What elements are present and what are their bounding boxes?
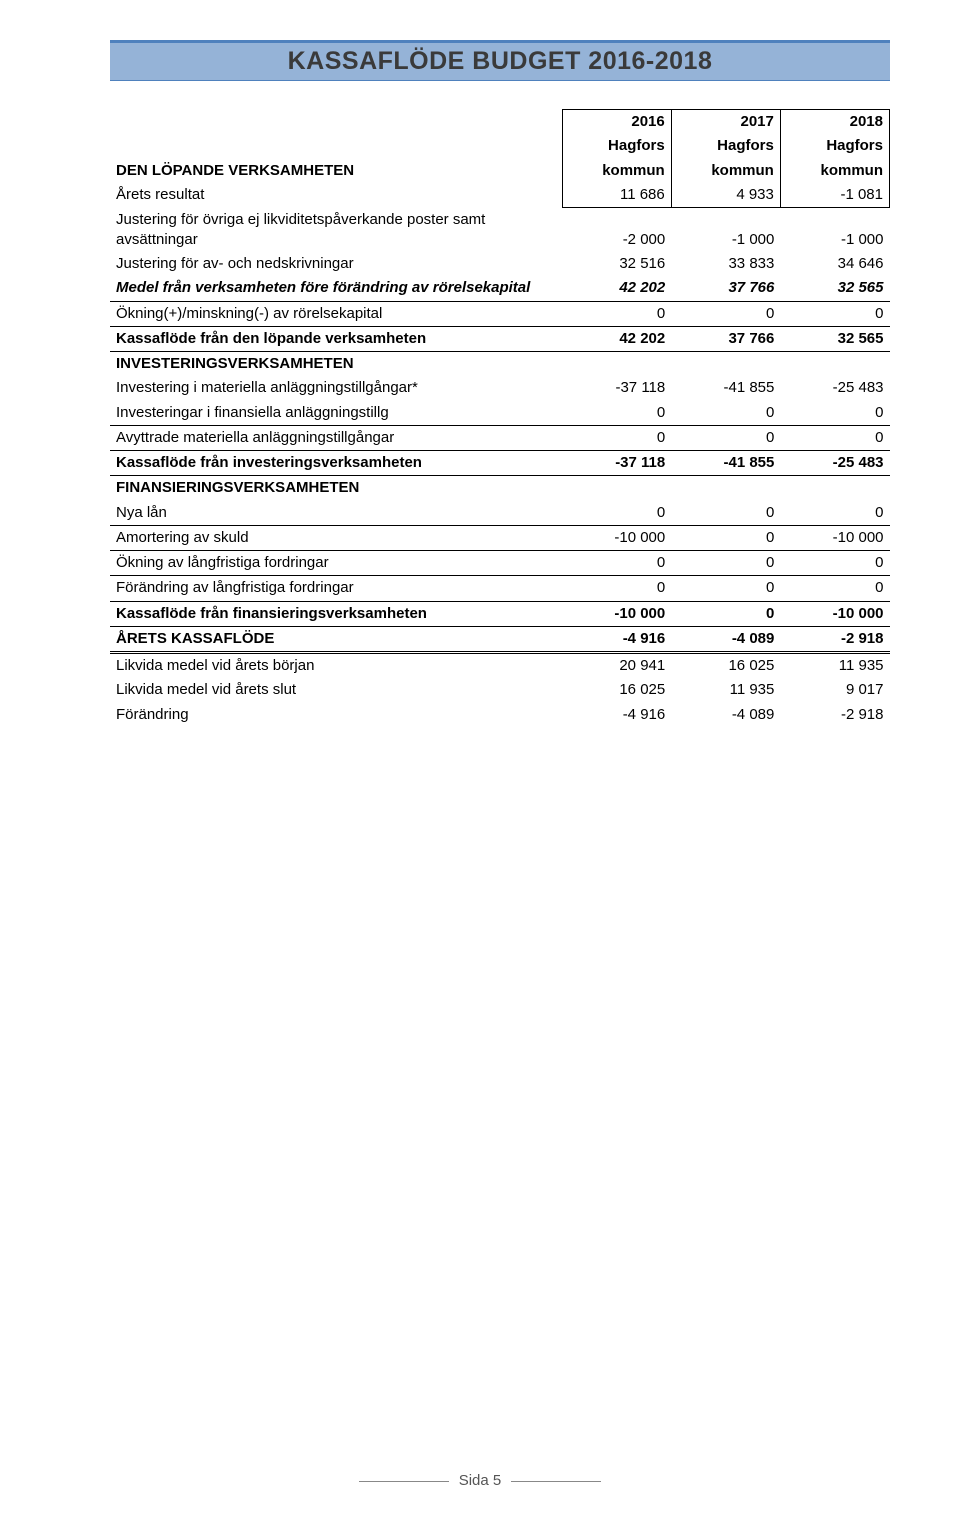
cell: 34 646 — [780, 252, 889, 276]
cell: 0 — [780, 551, 889, 576]
cell: 32 516 — [562, 252, 671, 276]
row-label: Årets resultat — [110, 183, 562, 208]
cell: 0 — [780, 576, 889, 601]
cell: -2 918 — [780, 626, 889, 652]
row-label: Likvida medel vid årets början — [110, 653, 562, 679]
page-title: KASSAFLÖDE BUDGET 2016-2018 — [118, 47, 882, 76]
cell: 42 202 — [562, 326, 671, 351]
cell: 0 — [562, 551, 671, 576]
cell: 0 — [562, 576, 671, 601]
row-label: Ökning av långfristiga fordringar — [110, 551, 562, 576]
row-label: Kassaflöde från den löpande verksamheten — [110, 326, 562, 351]
row-label: Ökning(+)/minskning(-) av rörelsekapital — [110, 301, 562, 326]
cell: 0 — [671, 301, 780, 326]
cell: 11 935 — [671, 678, 780, 702]
cell: -25 483 — [780, 376, 889, 400]
cell: 4 933 — [671, 183, 780, 208]
col-year-2016: 2016 — [562, 110, 671, 135]
cell: 20 941 — [562, 653, 671, 679]
cell: -4 089 — [671, 626, 780, 652]
cell: -4 916 — [562, 626, 671, 652]
cell: -2 918 — [780, 703, 889, 727]
cell: 0 — [671, 501, 780, 526]
row-label: Förändring av långfristiga fordringar — [110, 576, 562, 601]
cell: 0 — [780, 501, 889, 526]
col-entity: Hagfors — [780, 134, 889, 158]
row-label: Amortering av skuld — [110, 525, 562, 550]
row-label: Likvida medel vid årets slut — [110, 678, 562, 702]
cell: 0 — [562, 425, 671, 450]
cell: -10 000 — [780, 601, 889, 626]
col-entity: Hagfors — [671, 134, 780, 158]
cell: 0 — [671, 401, 780, 426]
cell: 16 025 — [671, 653, 780, 679]
row-label: Förändring — [110, 703, 562, 727]
row-label: Justering för övriga ej likviditetspåver… — [110, 208, 562, 253]
cell: 9 017 — [780, 678, 889, 702]
cell: 37 766 — [671, 326, 780, 351]
cell: 11 935 — [780, 653, 889, 679]
cell: 0 — [671, 425, 780, 450]
cell: 0 — [780, 301, 889, 326]
section-heading-investing: INVESTERINGSVERKSAMHETEN — [110, 352, 562, 377]
cashflow-table: 2016 2017 2018 Hagfors Hagfors Hagfors D… — [110, 109, 890, 727]
col-unit: kommun — [780, 159, 889, 183]
cell: 0 — [671, 551, 780, 576]
row-label: Kassaflöde från finansieringsverksamhete… — [110, 601, 562, 626]
cell: -10 000 — [780, 525, 889, 550]
cell: 16 025 — [562, 678, 671, 702]
cell: 0 — [671, 576, 780, 601]
row-label-total: ÅRETS KASSAFLÖDE — [110, 626, 562, 652]
cell: -1 000 — [780, 208, 889, 253]
cell: -41 855 — [671, 451, 780, 476]
row-label: Medel från verksamheten före förändring … — [110, 276, 562, 301]
cell: -1 000 — [671, 208, 780, 253]
cell: -37 118 — [562, 451, 671, 476]
cell: -25 483 — [780, 451, 889, 476]
col-year-2017: 2017 — [671, 110, 780, 135]
cell: 0 — [562, 501, 671, 526]
cell: -4 089 — [671, 703, 780, 727]
cell: 42 202 — [562, 276, 671, 301]
cell: 0 — [671, 601, 780, 626]
page-number: Sida 5 — [459, 1472, 502, 1489]
page-footer: Sida 5 — [0, 1472, 960, 1489]
row-label: Investering i materiella anläggningstill… — [110, 376, 562, 400]
cell: -41 855 — [671, 376, 780, 400]
col-unit: kommun — [671, 159, 780, 183]
cell: 32 565 — [780, 326, 889, 351]
cell: -10 000 — [562, 525, 671, 550]
cell: 0 — [671, 525, 780, 550]
cell: -2 000 — [562, 208, 671, 253]
cell: 11 686 — [562, 183, 671, 208]
cell: 37 766 — [671, 276, 780, 301]
row-label: Justering för av- och nedskrivningar — [110, 252, 562, 276]
row-label: Avyttrade materiella anläggningstillgång… — [110, 425, 562, 450]
cell: 0 — [562, 401, 671, 426]
section-heading-financing: FINANSIERINGSVERKSAMHETEN — [110, 476, 562, 501]
col-unit: kommun — [562, 159, 671, 183]
cell: 33 833 — [671, 252, 780, 276]
cell: -10 000 — [562, 601, 671, 626]
cell: 0 — [562, 301, 671, 326]
cell: 0 — [780, 401, 889, 426]
cell: -1 081 — [780, 183, 889, 208]
cell: 0 — [780, 425, 889, 450]
cell: -37 118 — [562, 376, 671, 400]
row-label: Investeringar i finansiella anläggningst… — [110, 401, 562, 426]
cell: 32 565 — [780, 276, 889, 301]
col-year-2018: 2018 — [780, 110, 889, 135]
cell: -4 916 — [562, 703, 671, 727]
title-bar: KASSAFLÖDE BUDGET 2016-2018 — [110, 40, 890, 81]
section-heading-operating: DEN LÖPANDE VERKSAMHETEN — [110, 159, 562, 183]
row-label: Kassaflöde från investeringsverksamheten — [110, 451, 562, 476]
col-entity: Hagfors — [562, 134, 671, 158]
row-label: Nya lån — [110, 501, 562, 526]
